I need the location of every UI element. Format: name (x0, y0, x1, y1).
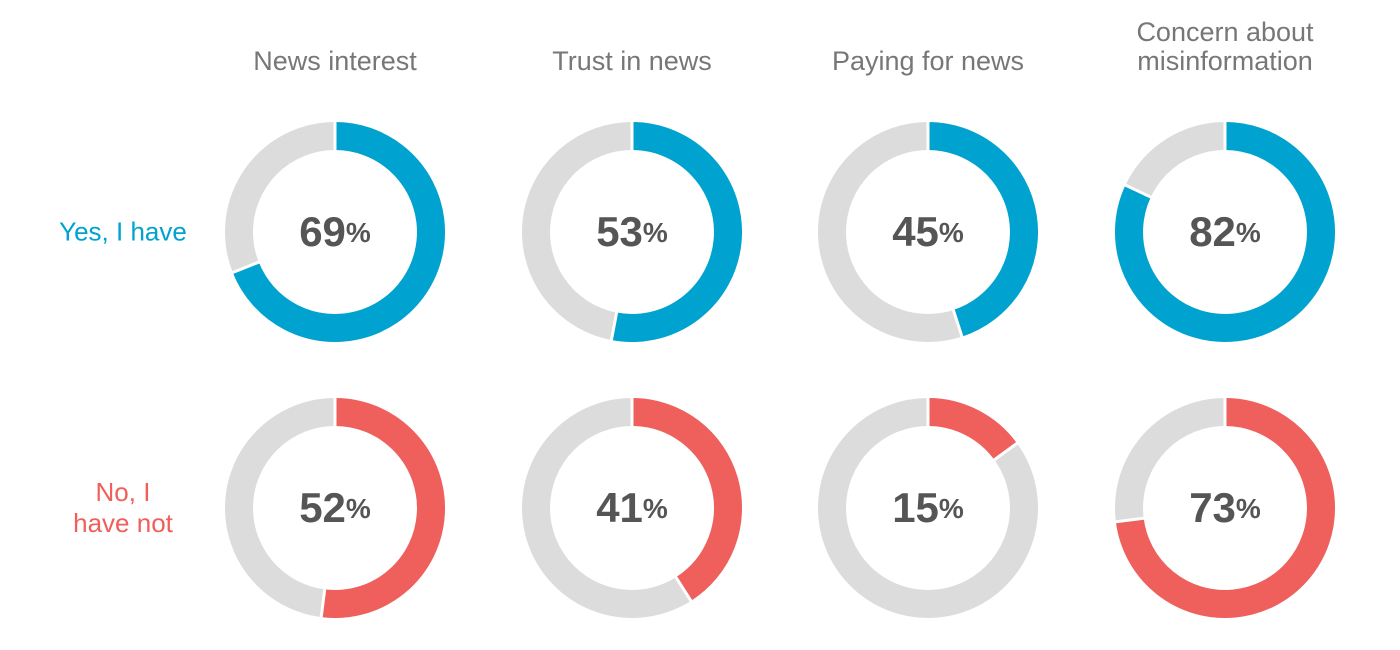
segment-separator (609, 311, 619, 342)
segment-separator (231, 260, 261, 275)
row-label: Yes, I have (59, 216, 187, 247)
row-label: No, I have not (73, 476, 173, 538)
donut-segment (631, 398, 742, 601)
value-label: 52% (299, 484, 371, 531)
value-label: 41% (596, 484, 668, 531)
column-title: Concern about misinformation (1136, 16, 1314, 77)
column-title: Trust in news (552, 46, 712, 77)
segment-separator (1123, 183, 1153, 199)
value-label: 69% (299, 208, 371, 255)
segment-separator (674, 575, 693, 603)
donut-segment (927, 122, 1038, 337)
donut-segment (321, 398, 445, 618)
donut-segment (927, 398, 1017, 461)
value-label: 45% (892, 208, 964, 255)
value-label: 73% (1189, 484, 1261, 531)
segment-separator (319, 588, 327, 619)
donut-segment (232, 122, 445, 342)
segment-separator (1114, 516, 1145, 524)
donut-segment (1115, 398, 1335, 618)
column-title: News interest (253, 46, 417, 77)
value-label: 53% (596, 208, 668, 255)
value-label: 15% (892, 484, 964, 531)
donut-segment (611, 122, 742, 342)
value-label: 82% (1189, 208, 1261, 255)
segment-separator (992, 441, 1019, 462)
donut-segment (1115, 122, 1335, 342)
segment-separator (951, 308, 964, 339)
column-title: Paying for news (831, 46, 1025, 77)
